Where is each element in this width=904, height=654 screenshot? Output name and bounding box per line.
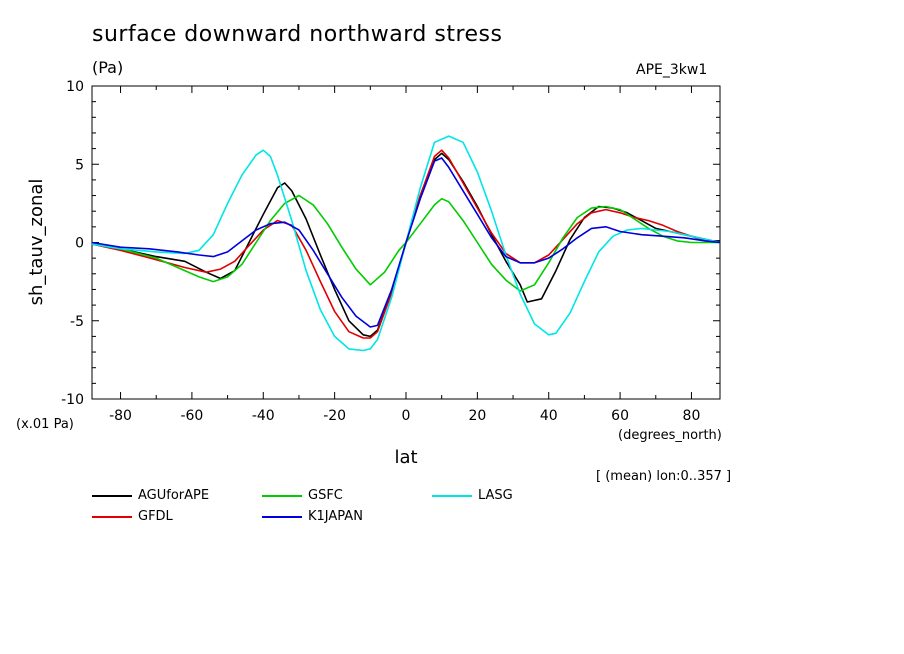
y-tick-label: 0 [75,236,84,252]
legend-swatch [262,516,302,518]
x-tick-label: 20 [468,408,486,424]
legend-label: GSFC [308,488,343,503]
legend-item-gfdl: GFDL [92,509,232,525]
legend-item-gsfc: GSFC [262,488,402,504]
x-axis-label: lat [394,447,417,468]
run-name-label: APE_3kw1 [636,62,708,78]
series-line-gfdl [91,149,721,339]
y-tick-label: 5 [75,157,84,173]
series-line-gsfc [91,194,720,292]
x-tick-label: 40 [540,408,558,424]
series-lines [91,135,721,352]
chart-title: surface downward northward stress [92,22,503,47]
x-tick-label: -40 [252,408,275,424]
chart-unit-label: (Pa) [92,58,124,77]
legend-label: K1JAPAN [308,509,363,524]
y-axis-label: sh_tauv_zonal [26,179,47,306]
legend-swatch [262,495,302,497]
legend-item-lasg: LASG [432,488,572,504]
x-tick-label: -80 [109,408,132,424]
y-tick-label: 10 [66,79,84,95]
x-tick-label: 80 [683,408,701,424]
legend-swatch [432,495,472,497]
mean-note: [ (mean) lon:0..357 ] [596,469,732,484]
x-tick-label: -60 [180,408,203,424]
y-scale-label: (x.01 Pa) [16,417,74,432]
x-tick-label: 0 [402,408,411,424]
y-tick-label: -10 [61,392,84,408]
legend-swatch [92,516,132,518]
legend-label: AGUforAPE [138,488,210,503]
x-tick-label: -20 [323,408,346,424]
legend-label: LASG [478,488,513,503]
legend-swatch [92,495,132,497]
legend-label: GFDL [138,509,173,524]
tick-labels: -80 -60 -40 -20 0 20 40 60 80 -10 -5 0 5 10 [61,79,700,424]
y-tick-label: -5 [70,314,84,330]
series-line-k1japan [91,157,721,328]
x-tick-label: 60 [611,408,629,424]
legend-item-k1japan: K1JAPAN [262,509,402,525]
x-units-label: (degrees_north) [618,428,722,443]
legend-item-agu: AGUforAPE [92,488,232,504]
